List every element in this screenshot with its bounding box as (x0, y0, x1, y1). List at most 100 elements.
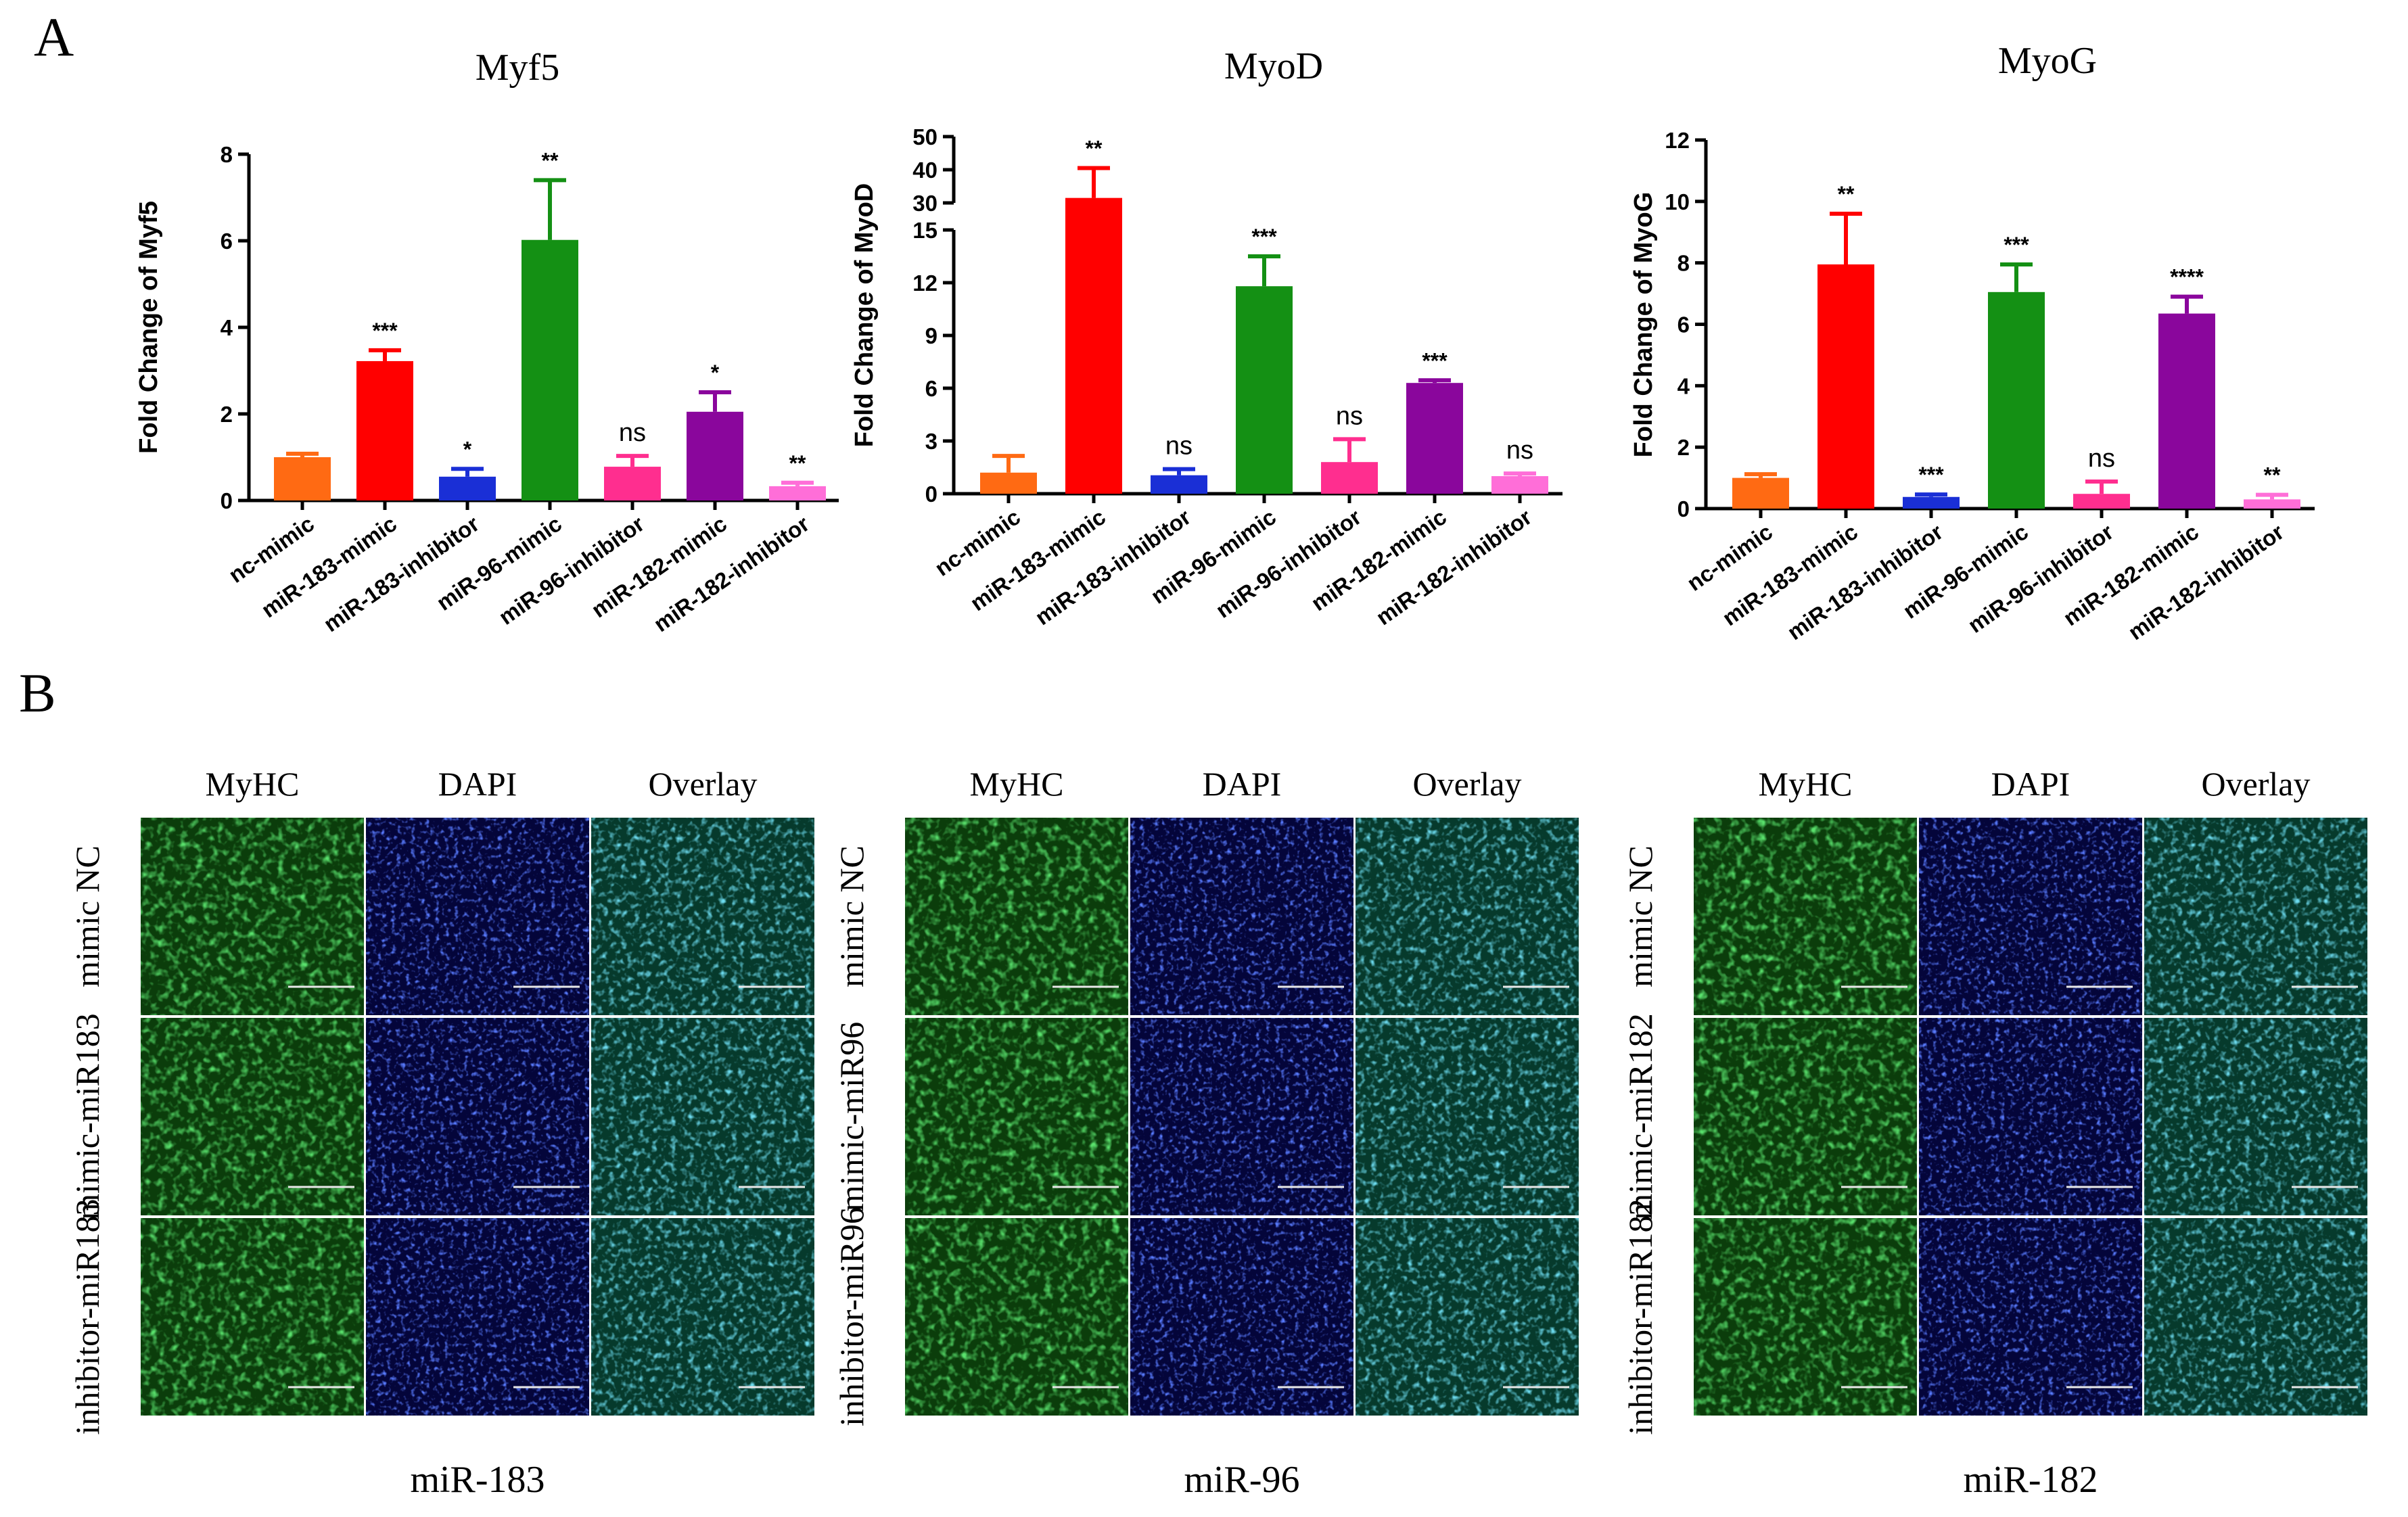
bar (980, 472, 1037, 494)
row-label: inhibitor-miR183 (68, 1199, 106, 1435)
y-tick-label: 50 (912, 124, 937, 149)
significance-label: ns (1336, 402, 1363, 430)
x-tick-label: miR-183-inhibitor (1031, 504, 1196, 630)
chart-title: Myf5 (476, 47, 559, 89)
y-tick-label: 3 (925, 429, 937, 454)
bar (1321, 462, 1378, 494)
bar (1491, 476, 1548, 494)
cell-texture (1694, 818, 1917, 1015)
cell-texture (2144, 1218, 2367, 1416)
cell-texture (1356, 1218, 1579, 1416)
x-tick-label: miR-96-inhibitor (1211, 504, 1366, 623)
bar (1988, 291, 2045, 509)
micrograph-group-mir-182: MyHC DAPI Overlay mimic NC mimic-miR182inhib… (1621, 765, 2367, 1501)
significance-label: * (463, 437, 472, 461)
bar (2244, 499, 2300, 509)
significance-label: ns (1165, 432, 1193, 461)
bar (769, 486, 826, 500)
bar (604, 467, 661, 500)
y-tick-label: 6 (1677, 312, 1690, 337)
row-label: mimic-miR183 (68, 1013, 106, 1220)
column-header: Overlay (648, 765, 757, 803)
cell-texture (591, 1018, 814, 1215)
row-label: inhibitor-miR96 (833, 1207, 871, 1426)
y-tick-label: 2 (221, 402, 233, 427)
bar (522, 239, 578, 500)
cell-texture (141, 818, 364, 1015)
cell-texture (141, 1018, 364, 1215)
significance-label: *** (2004, 233, 2029, 257)
column-header: DAPI (1203, 765, 1282, 803)
y-tick-label: 30 (912, 191, 937, 216)
x-tick-label: miR-182-inhibitor (2124, 519, 2289, 645)
column-header: DAPI (438, 765, 517, 803)
significance-label: *** (372, 319, 398, 343)
row-label: mimic-miR182 (1621, 1013, 1659, 1220)
x-tick-label: miR-182-inhibitor (649, 511, 814, 636)
cell-texture (905, 1218, 1128, 1416)
group-label: miR-96 (1184, 1459, 1299, 1501)
bar (439, 476, 496, 500)
chart-title: MyoD (1224, 45, 1323, 87)
cell-texture (366, 818, 589, 1015)
bar (1151, 475, 1207, 494)
cell-texture (366, 1218, 589, 1416)
cell-texture (1919, 818, 2142, 1015)
y-tick-label: 40 (912, 158, 937, 183)
bar (2158, 313, 2215, 509)
bar (1732, 477, 1789, 509)
column-header: DAPI (1991, 765, 2070, 803)
significance-label: ns (2088, 444, 2115, 473)
y-axis-label: Fold Change of Myf5 (135, 201, 163, 454)
micrograph-group-mir-96: MyHC DAPI Overlay mimic NC mimic-miR96inhibi… (833, 765, 1579, 1501)
bar (356, 360, 413, 500)
y-tick-label: 6 (925, 376, 937, 401)
bar (687, 411, 743, 500)
y-tick-label: 4 (1677, 373, 1690, 398)
column-header: MyHC (1759, 765, 1853, 803)
cell-texture (905, 818, 1128, 1015)
y-tick-label: 12 (1665, 128, 1690, 153)
y-tick-label: 8 (221, 142, 233, 167)
y-tick-label: 0 (925, 482, 937, 507)
significance-label: *** (1251, 225, 1277, 249)
cell-texture (1130, 1218, 1353, 1416)
y-axis-label: Fold Change of MyoG (1629, 192, 1658, 458)
y-tick-label: 9 (925, 323, 937, 348)
cell-texture (1919, 1018, 2142, 1215)
y-tick-label: 2 (1677, 435, 1690, 460)
significance-label: ** (789, 451, 806, 475)
y-tick-label: 10 (1665, 189, 1690, 214)
cell-texture (591, 818, 814, 1015)
row-label: mimic NC (833, 845, 871, 987)
x-tick-label: miR-182-mimic (586, 511, 731, 622)
bar (1406, 383, 1463, 494)
x-tick-label: miR-96-inhibitor (494, 511, 649, 630)
cell-texture (1356, 1018, 1579, 1215)
bar (2073, 494, 2130, 509)
cell-texture (591, 1218, 814, 1416)
significance-label: ** (1838, 182, 1855, 206)
y-tick-label: 4 (221, 315, 233, 340)
significance-label: **** (2170, 265, 2204, 289)
y-tick-label: 0 (221, 488, 233, 513)
cell-texture (2144, 818, 2367, 1015)
row-label: inhibitor-miR182 (1621, 1199, 1659, 1435)
significance-label: *** (1918, 463, 1944, 487)
panel-label-a: A (34, 6, 74, 68)
column-header: Overlay (2201, 765, 2310, 803)
chart-title: MyoG (1998, 40, 2097, 82)
cell-texture (366, 1018, 589, 1215)
cell-texture (1130, 818, 1353, 1015)
y-tick-label: 12 (912, 271, 937, 296)
significance-label: ns (619, 419, 646, 447)
row-label: mimic-miR96 (833, 1022, 871, 1212)
row-label: mimic NC (1621, 845, 1659, 987)
bar (274, 457, 331, 500)
axis-break-gap (948, 206, 959, 227)
column-header: MyHC (970, 765, 1064, 803)
